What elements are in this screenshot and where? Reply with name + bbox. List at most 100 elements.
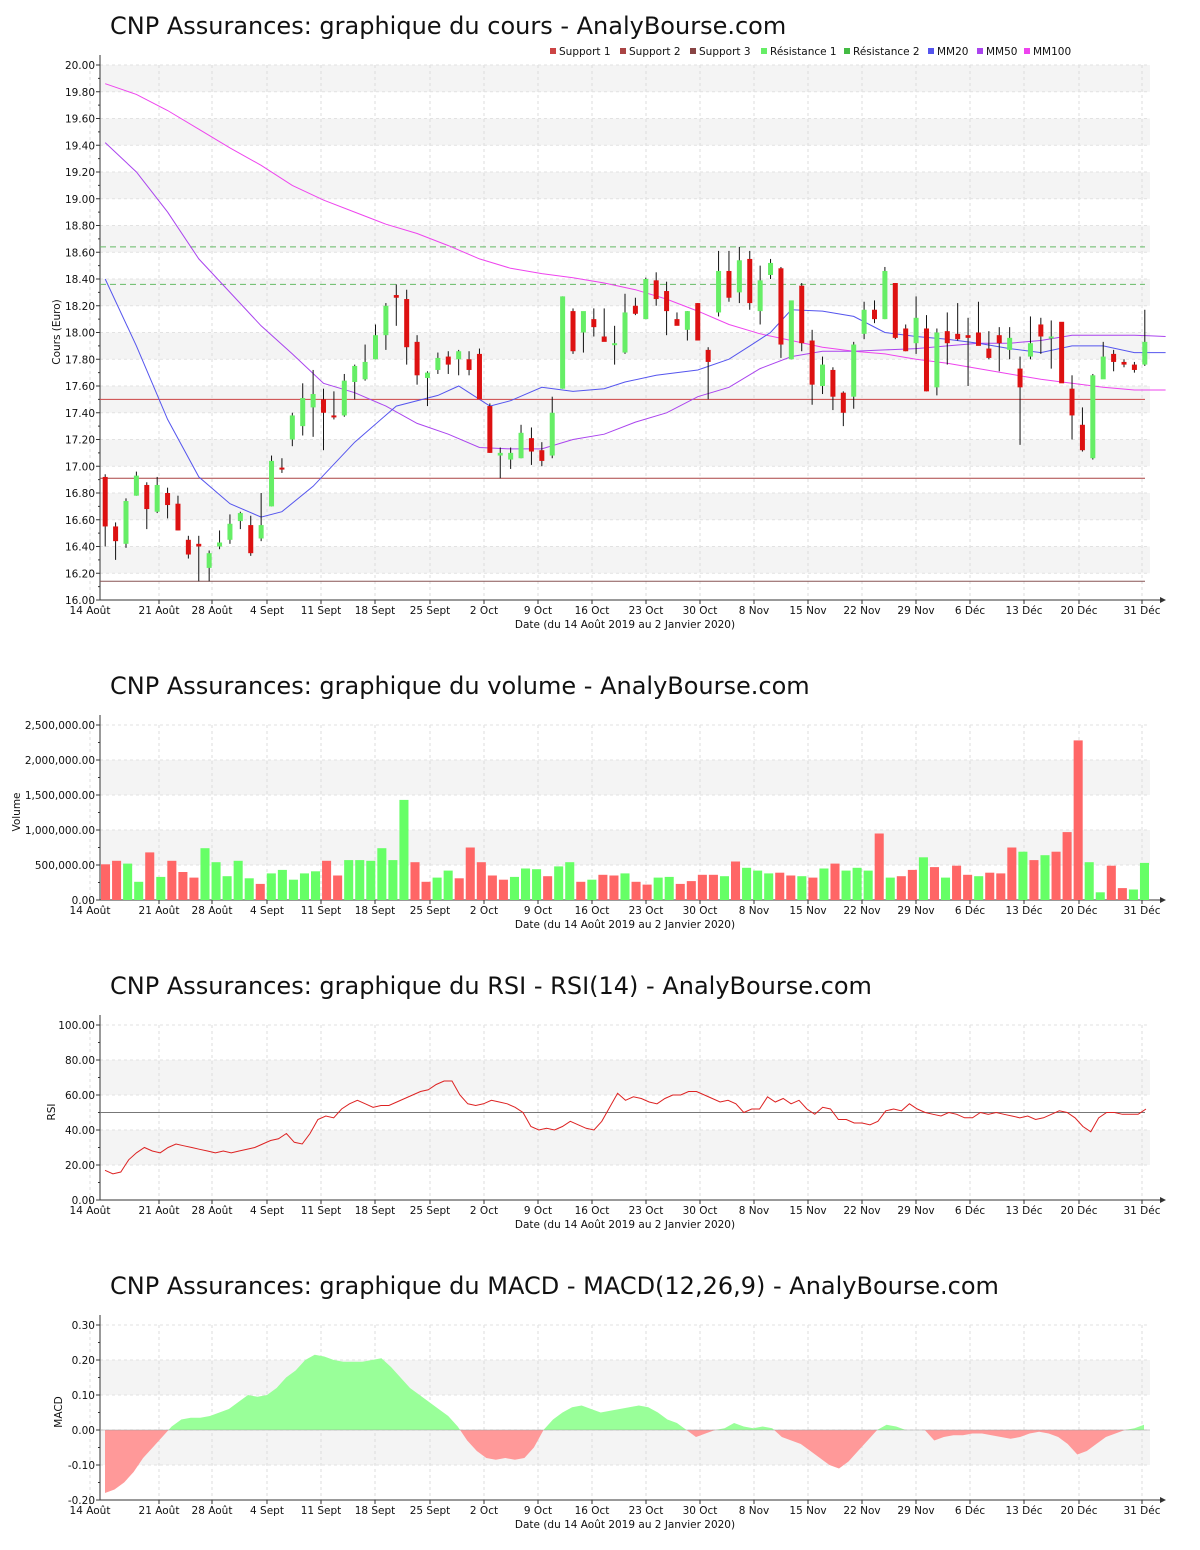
price-ytick-label: 16.80 xyxy=(65,488,95,500)
volume-ytick-label: 2,000,000.00 xyxy=(25,755,95,767)
rsi-xtick-label: 25 Sept xyxy=(410,1205,451,1217)
volume-band xyxy=(100,830,1150,865)
volume-bar xyxy=(487,875,497,900)
volume-bar xyxy=(963,874,973,900)
volume-bar xyxy=(299,873,309,900)
volume-x-arrow xyxy=(1160,897,1166,903)
candle-body xyxy=(944,331,950,344)
macd-xtick-label: 4 Sept xyxy=(250,1505,284,1517)
legend-swatch-support-1 xyxy=(550,48,556,54)
price-xtick-label: 23 Oct xyxy=(629,605,664,617)
volume-bar xyxy=(565,862,575,900)
price-y-label: Cours (Euro) xyxy=(51,299,63,365)
volume-bar xyxy=(476,862,486,900)
price-x-label: Date (du 14 Août 2019 au 2 Janvier 2020) xyxy=(515,619,735,631)
volume-xtick-label: 31 Déc xyxy=(1123,905,1160,917)
rsi-xtick-label: 23 Oct xyxy=(629,1205,664,1217)
volume-bar xyxy=(465,847,475,900)
candle-body xyxy=(175,503,181,531)
macd-x-arrow xyxy=(1160,1497,1166,1503)
candle-body xyxy=(736,260,742,293)
macd-band xyxy=(100,1360,1150,1395)
price-band xyxy=(100,65,1150,92)
volume-bar xyxy=(841,870,851,900)
legend-swatch-support-3 xyxy=(690,48,696,54)
volume-bar xyxy=(123,863,133,900)
candle-body xyxy=(788,300,794,360)
price-xtick-label: 18 Sept xyxy=(355,605,396,617)
macd-xtick-label: 15 Nov xyxy=(789,1505,826,1517)
volume-bar xyxy=(498,879,508,900)
macd-xtick-label: 18 Sept xyxy=(355,1505,396,1517)
candle-body xyxy=(133,475,139,496)
candle-body xyxy=(518,432,524,459)
volume-xtick-label: 8 Nov xyxy=(739,905,770,917)
price-ytick-label: 18.00 xyxy=(65,328,95,340)
volume-bar xyxy=(1040,855,1050,900)
candle-body xyxy=(913,317,919,344)
volume-bar xyxy=(675,883,685,900)
macd-positive-area xyxy=(877,1424,925,1430)
volume-bar xyxy=(344,860,354,900)
candle-body xyxy=(632,305,638,314)
rsi-xtick-label: 11 Sept xyxy=(301,1205,342,1217)
volume-xtick-label: 18 Sept xyxy=(355,905,396,917)
candle-body xyxy=(664,291,670,312)
price-xtick-label: 11 Sept xyxy=(301,605,342,617)
candle-body xyxy=(820,364,826,386)
volume-ytick-label: 2,500,000.00 xyxy=(25,720,95,732)
candle-body xyxy=(861,309,867,334)
candle-body xyxy=(435,357,441,370)
volume-bar xyxy=(134,881,144,900)
price-ytick-label: 16.60 xyxy=(65,515,95,527)
volume-bar xyxy=(101,864,111,900)
candle-body xyxy=(653,280,659,300)
volume-xtick-label: 13 Déc xyxy=(1005,905,1042,917)
volume-bar xyxy=(819,868,829,900)
rsi-xtick-label: 31 Déc xyxy=(1123,1205,1160,1217)
volume-bar xyxy=(399,799,409,900)
candle-body xyxy=(986,348,992,358)
volume-xtick-label: 15 Nov xyxy=(789,905,826,917)
legend-mm50: MM50 xyxy=(986,46,1017,58)
rsi-xtick-label: 21 Août xyxy=(139,1205,180,1217)
rsi-band xyxy=(100,1130,1150,1165)
candle-body xyxy=(903,328,909,352)
macd-ytick-label: 0.20 xyxy=(72,1355,95,1367)
rsi-xtick-label: 28 Août xyxy=(192,1205,233,1217)
volume-ytick-label: 1,500,000.00 xyxy=(25,790,95,802)
volume-bar xyxy=(410,862,420,900)
candle-body xyxy=(404,299,410,348)
candle-body xyxy=(601,336,607,342)
volume-bar xyxy=(852,867,862,900)
volume-bar xyxy=(996,873,1006,900)
candle-body xyxy=(476,353,482,400)
volume-bar xyxy=(156,876,166,900)
candle-body xyxy=(591,319,597,328)
candle-body xyxy=(289,415,295,440)
volume-bar xyxy=(233,860,243,900)
candle-body xyxy=(1007,337,1013,350)
candle-body xyxy=(508,452,514,460)
volume-bar xyxy=(532,869,542,900)
legend-support-2: Support 2 xyxy=(629,46,681,58)
candle-body xyxy=(331,415,337,418)
price-band xyxy=(100,439,1150,467)
candle-body xyxy=(248,525,254,554)
volume-bar xyxy=(200,848,210,900)
price-chart-title: CNP Assurances: graphique du cours - Ana… xyxy=(110,12,786,40)
price-band xyxy=(100,225,1150,253)
volume-bar xyxy=(1007,847,1017,900)
volume-bar xyxy=(1073,740,1083,900)
candle-body xyxy=(487,406,493,453)
price-xtick-label: 28 Août xyxy=(192,605,233,617)
macd-xtick-label: 29 Nov xyxy=(897,1505,934,1517)
macd-ytick-label: 0.00 xyxy=(72,1425,95,1437)
rsi-xtick-label: 9 Oct xyxy=(524,1205,552,1217)
candle-body xyxy=(528,438,534,452)
legend-mm100: MM100 xyxy=(1033,46,1071,58)
volume-xtick-label: 28 Août xyxy=(192,905,233,917)
volume-bar xyxy=(1062,832,1072,900)
candle-body xyxy=(258,525,264,539)
